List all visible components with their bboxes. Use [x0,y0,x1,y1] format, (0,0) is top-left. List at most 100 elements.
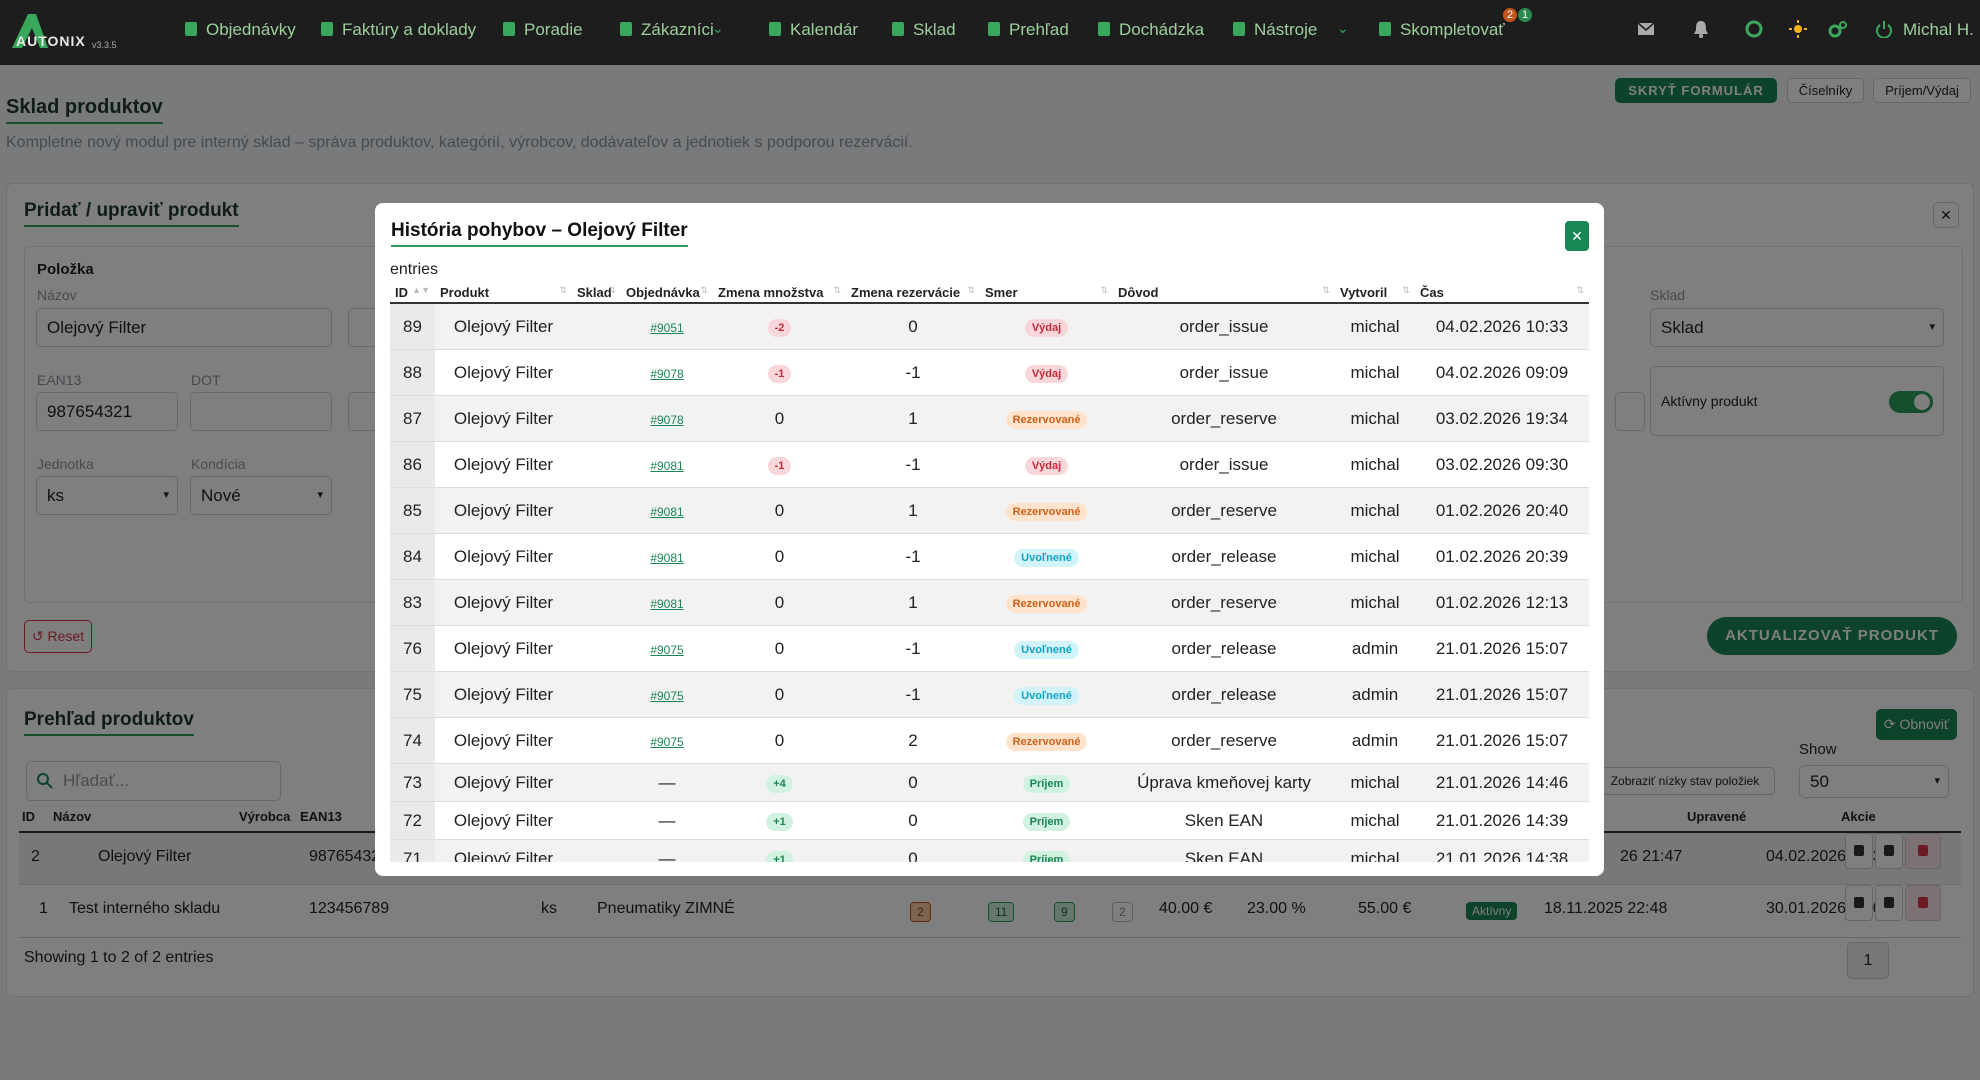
cell: 21.01.2026 14:46 [1415,764,1589,802]
cell: Olejový Filter [435,802,572,840]
navbar: AUTONIX v3.3.5 ObjednávkyFaktúry a dokla… [0,0,1980,65]
order-link[interactable]: #9078 [650,367,683,381]
header-label: Sklad [577,285,612,300]
cell: Uvoľnené [980,672,1113,718]
cell: Sken EAN [1113,802,1335,840]
reason: order_reserve [1171,731,1277,750]
movement-id: 73 [403,773,422,792]
column-header[interactable]: Objednávka⇅ [621,282,713,303]
cell: #9078 [621,396,713,442]
badge: 1 [1518,8,1532,22]
time: 21.01.2026 14:38 [1436,849,1568,863]
column-header[interactable]: Zmena rezervácie ⇅ [846,282,980,303]
sort-icon: ⇅ [833,285,841,296]
cell: Výdaj [980,303,1113,350]
cell: #9075 [621,672,713,718]
product: Olejový Filter [454,773,553,792]
cell: Olejový Filter [435,534,572,580]
direction-badge: Rezervované [1006,595,1088,613]
direction-badge: Príjem [1023,851,1071,862]
cell: Olejový Filter [435,672,572,718]
qty-badge: +4 [766,775,793,793]
movement-id: 72 [403,811,422,830]
cell: +1 [713,802,846,840]
mail-icon[interactable] [1637,22,1655,36]
settings-icon[interactable] [1828,20,1848,38]
column-header[interactable]: Zmena množstva⇅ [713,282,846,303]
order-link[interactable]: #9081 [650,597,683,611]
history-table-scroll: ID▲▼Produkt⇅Sklad⇅Objednávka⇅Zmena množs… [390,282,1589,862]
movement-id: 84 [403,547,422,566]
cell: order_issue [1113,303,1335,350]
cell: -1 [846,672,980,718]
user: michal [1350,455,1399,474]
cell [572,672,621,718]
column-header[interactable]: Dôvod⇅ [1113,282,1335,303]
qty: 0 [775,731,784,750]
cell: 0 [713,580,846,626]
qty-badge: -2 [768,319,792,337]
modal-title: História pohybov – Olejový Filter [391,220,688,247]
cell: Olejový Filter [435,442,572,488]
header-label: Zmena rezervácie [851,285,960,300]
history-row: 87Olejový Filter#907801Rezervovanéorder_… [390,396,1589,442]
order-link[interactable]: #9051 [650,321,683,335]
cell: 01.02.2026 20:40 [1415,488,1589,534]
logout-icon[interactable] [1876,20,1892,38]
qty: 0 [775,409,784,428]
cell: michal [1335,350,1415,396]
column-header[interactable]: ID▲▼ [390,282,435,303]
order-link[interactable]: #9075 [650,643,683,657]
qty-badge: -1 [768,365,792,383]
sort-icon: ⇅ [967,285,975,296]
product: Olejový Filter [454,455,553,474]
length-label: entries [390,261,438,279]
movement-id: 88 [403,363,422,382]
column-header[interactable]: Vytvoril⇅ [1335,282,1415,303]
history-row: 75Olejový Filter#90750-1Uvoľnenéorder_re… [390,672,1589,718]
cell: admin [1335,626,1415,672]
time: 21.01.2026 15:07 [1436,685,1568,704]
product: Olejový Filter [454,593,553,612]
cell: order_issue [1113,442,1335,488]
order-link[interactable]: #9081 [650,551,683,565]
cell: 2 [846,718,980,764]
cell: #9075 [621,718,713,764]
reason: order_release [1172,547,1277,566]
cell: michal [1335,442,1415,488]
support-icon[interactable] [1745,20,1763,38]
modal-close[interactable]: ✕ [1565,221,1589,251]
cell: 86 [390,442,435,488]
time: 01.02.2026 12:13 [1436,593,1568,612]
time: 21.01.2026 15:07 [1436,639,1568,658]
order-link[interactable]: #9081 [650,459,683,473]
cell: 74 [390,718,435,764]
bell-icon[interactable] [1693,20,1709,38]
order-link[interactable]: #9078 [650,413,683,427]
column-header[interactable]: Produkt⇅ [435,282,572,303]
cell: michal [1335,802,1415,840]
cell: Olejový Filter [435,488,572,534]
nav-label: Zákazníci [641,20,714,40]
nav-icon [1098,22,1110,36]
product: Olejový Filter [454,363,553,382]
cell [572,534,621,580]
reason: order_issue [1180,455,1269,474]
order-link[interactable]: #9081 [650,505,683,519]
reason: order_issue [1180,363,1269,382]
column-header[interactable]: Sklad⇅ [572,282,621,303]
history-row: 89Olejový Filter#9051-20Výdajorder_issue… [390,303,1589,350]
column-header[interactable]: Smer⇅ [980,282,1113,303]
cell: order_reserve [1113,718,1335,764]
order-link[interactable]: #9075 [650,689,683,703]
cell: Olejový Filter [435,764,572,802]
nav-icon [620,22,632,36]
order-link[interactable]: #9075 [650,735,683,749]
cell: Olejový Filter [435,303,572,350]
user-name[interactable]: Michal H. [1903,20,1974,40]
qty: 0 [775,685,784,704]
cell: Olejový Filter [435,396,572,442]
theme-icon[interactable] [1789,20,1807,38]
column-header[interactable]: Čas⇅ [1415,282,1589,303]
